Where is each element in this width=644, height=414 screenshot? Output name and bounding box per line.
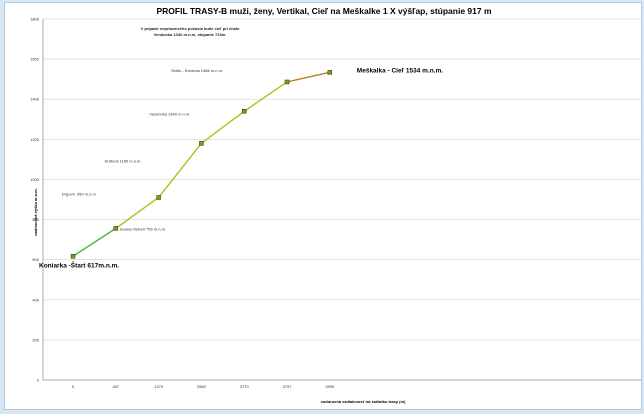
series-segment-1 [115,196,160,230]
annotation-0: Koniarka -Štart 617m.n.m. [39,260,119,269]
x-tick-label-4: 3770 [240,384,250,389]
x-tick-labels: 0 487 1370 2580 3770 3757 3995 [72,384,335,389]
y-tick-label-1400: 1400 [30,97,40,102]
annotation-1: Drgovš- 950 m.n.m [62,191,97,196]
chart-note-line-2: Vendovka 1340 m.n.m, stúpanie 723m. [154,32,227,37]
annotation-5: Sedlo - Kontrola 1486 m.n.m. [171,68,223,73]
x-tick-label-0: 0 [72,384,75,389]
data-point-6 [327,70,333,75]
y-tick-label-800: 800 [32,217,39,222]
x-tick-label-2: 1370 [154,384,164,389]
series-segment-overlay-5 [286,72,330,83]
x-axis-label: vodorovná vzdialenosť od začiatku trasy … [321,399,406,404]
axes [42,19,641,381]
y-tick-label-0: 0 [37,378,40,383]
y-tick-label-1600: 1600 [30,57,40,62]
annotation-3: Kráľová 1180 m.n.m. [105,158,142,163]
y-axis-label: nadmorská výška m.n.m. [33,188,38,236]
series-segment-0 [72,227,117,257]
data-point-3 [199,141,204,146]
elevation-series [72,71,331,257]
x-tick-label-5: 3757 [283,384,293,389]
chart-frame: PROFIL TRASY-B muži, ženy, Vertikal, Cie… [4,2,642,410]
x-tick-label-1: 487 [112,384,119,389]
elevation-profile-chart: PROFIL TRASY-B muži, ženy, Vertikal, Cie… [30,6,641,404]
data-point-4 [241,109,247,114]
data-point-2 [156,195,161,200]
y-tick-label-400: 400 [32,297,39,302]
chart-note-line-1: V prípade nepriaznivého počasia bude cie… [141,26,241,31]
y-tick-label-1200: 1200 [30,137,40,142]
annotation-4: Vendovka 1340 m.n.m. [149,111,190,116]
y-tick-label-1800: 1800 [30,17,40,22]
y-tick-label-1000: 1000 [30,177,40,182]
series-segment-3 [200,110,245,145]
annotation-6: Meškalka - Cieľ 1534 m.n.m. [357,67,444,74]
series-segment-4 [243,81,288,112]
y-tick-labels: 0 200 400 600 800 1000 1200 1400 1600 1800 [30,17,40,383]
y-tick-label-200: 200 [32,337,39,342]
series-segment-2 [157,142,203,199]
y-tick-label-600: 600 [32,257,39,262]
data-point-0 [70,254,76,259]
data-point-1 [113,226,119,231]
annotation-2: Sauna hrebeň 756 m.n.m. [120,226,166,231]
elevation-markers [70,70,333,259]
chart-title: PROFIL TRASY-B muži, ženy, Vertikal, Cie… [156,6,491,16]
point-annotations: Koniarka -Štart 617m.n.m. Drgovš- 950 m.n… [39,67,443,269]
data-point-5 [284,79,290,85]
gridlines [43,18,641,341]
x-tick-label-3: 2580 [197,384,207,389]
x-tick-label-6: 3995 [325,384,335,389]
